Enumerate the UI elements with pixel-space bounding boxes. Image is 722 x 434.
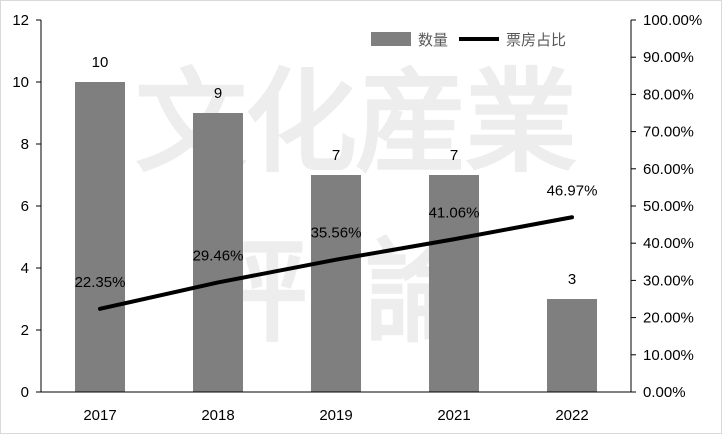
- x-tick-label: 2018: [201, 407, 234, 424]
- y-left-tick-label: 6: [21, 198, 29, 215]
- legend-label-line: 票房占比: [506, 32, 566, 49]
- y-right-tick-label: 20.00%: [643, 310, 694, 327]
- bar-value-label: 3: [568, 271, 576, 288]
- y-left-tick-label: 10: [12, 74, 29, 91]
- y-right-tick-label: 10.00%: [643, 347, 694, 364]
- x-tick-label: 2017: [83, 407, 116, 424]
- x-tick-label: 2021: [437, 407, 470, 424]
- line-value-label: 29.46%: [193, 247, 244, 264]
- y-left-tick-label: 8: [21, 136, 29, 153]
- bar-2017: [75, 82, 125, 392]
- y-right-tick-label: 30.00%: [643, 272, 694, 289]
- legend: 数量 票房占比: [371, 32, 566, 49]
- y-left-tick-label: 12: [12, 12, 29, 29]
- y-right-tick-label: 50.00%: [643, 198, 694, 215]
- line-value-label: 22.35%: [75, 274, 126, 291]
- y-right-tick-label: 70.00%: [643, 124, 694, 141]
- bar-2021: [429, 175, 479, 392]
- data-labels: 10 9 7 7 3 22.35% 29.46% 35.56% 41.06% 46.97%: [75, 54, 598, 291]
- x-tick-label: 2022: [555, 407, 588, 424]
- y-right-tick-label: 100.00%: [643, 12, 702, 29]
- y-right-tick-label: 0.00%: [643, 384, 686, 401]
- line-value-label: 46.97%: [547, 182, 598, 199]
- bar-value-label: 7: [332, 147, 340, 164]
- y-right-tick-label: 60.00%: [643, 161, 694, 178]
- y-right-tick-label: 80.00%: [643, 86, 694, 103]
- line-series: [98, 215, 574, 311]
- bar-2022: [547, 299, 597, 392]
- bar-value-label: 9: [214, 85, 222, 102]
- line-value-label: 35.56%: [311, 225, 362, 242]
- y-left-tick-label: 2: [21, 322, 29, 339]
- axes: 0 2 4 6 8 10 12 0.00% 10.00% 20.00% 30.00% 40.00% 50…: [12, 12, 702, 424]
- watermark-char: 化: [245, 57, 357, 188]
- legend-swatch-bar: [371, 32, 411, 46]
- y-right-tick-label: 40.00%: [643, 235, 694, 252]
- bar-series: [75, 82, 597, 392]
- y-left-tick-label: 0: [21, 384, 29, 401]
- y-right-tick-label: 90.00%: [643, 49, 694, 66]
- legend-label-bar: 数量: [418, 32, 448, 49]
- bar-value-label: 10: [92, 54, 109, 71]
- x-tick-label: 2019: [319, 407, 352, 424]
- line-票房占比: [98, 215, 574, 311]
- bar-2018: [193, 113, 243, 392]
- bar-2019: [311, 175, 361, 392]
- watermark-char: 業: [465, 57, 577, 188]
- line-value-label: 41.06%: [429, 204, 480, 221]
- y-left-tick-label: 4: [21, 260, 29, 277]
- bar-value-label: 7: [450, 147, 458, 164]
- watermark-char: 産: [355, 57, 467, 188]
